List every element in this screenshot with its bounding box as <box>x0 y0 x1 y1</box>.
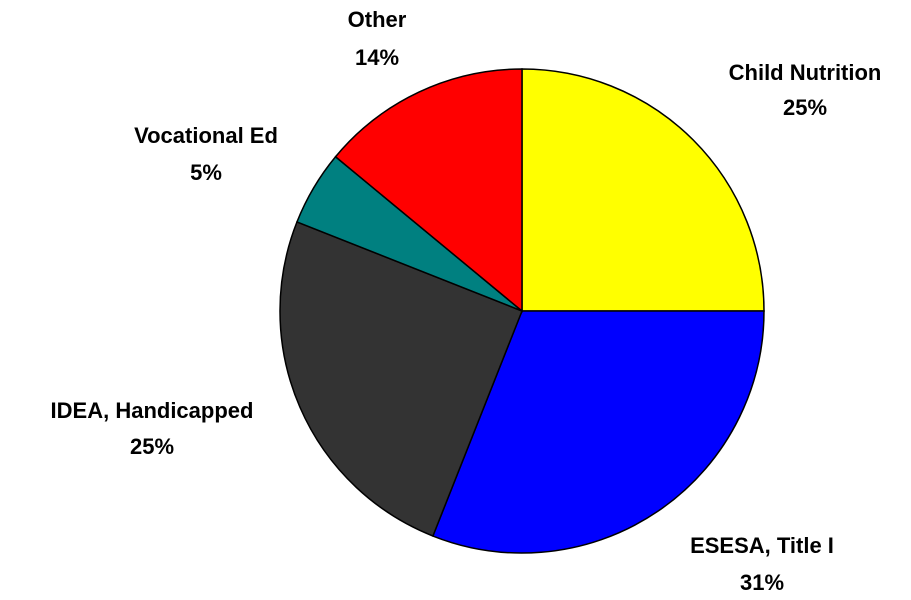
slice-labels: Child Nutrition 25% ESESA, Title I 31% IDEA,… <box>51 7 882 595</box>
slice-label-esesa-title-i: ESESA, Title I <box>690 533 834 558</box>
pie-slice-other <box>334 68 523 313</box>
slice-label-child-nutrition: Child Nutrition <box>729 60 882 85</box>
slice-value-esesa-title-i: 31% <box>740 570 784 595</box>
pie-slice-child-nutrition <box>521 68 765 312</box>
slice-value-child-nutrition: 25% <box>783 95 827 120</box>
pie-slice-idea-handicapped <box>279 220 523 537</box>
slice-label-vocational-ed: Vocational Ed <box>134 123 278 148</box>
slice-value-other: 14% <box>355 45 399 70</box>
slice-value-idea-handicapped: 25% <box>130 434 174 459</box>
slice-label-other: Other <box>348 7 407 32</box>
pie-slices <box>279 68 765 554</box>
slice-label-idea-handicapped: IDEA, Handicapped <box>51 398 254 423</box>
pie-slice-esesa-title-i <box>431 310 765 554</box>
slice-value-vocational-ed: 5% <box>190 160 222 185</box>
